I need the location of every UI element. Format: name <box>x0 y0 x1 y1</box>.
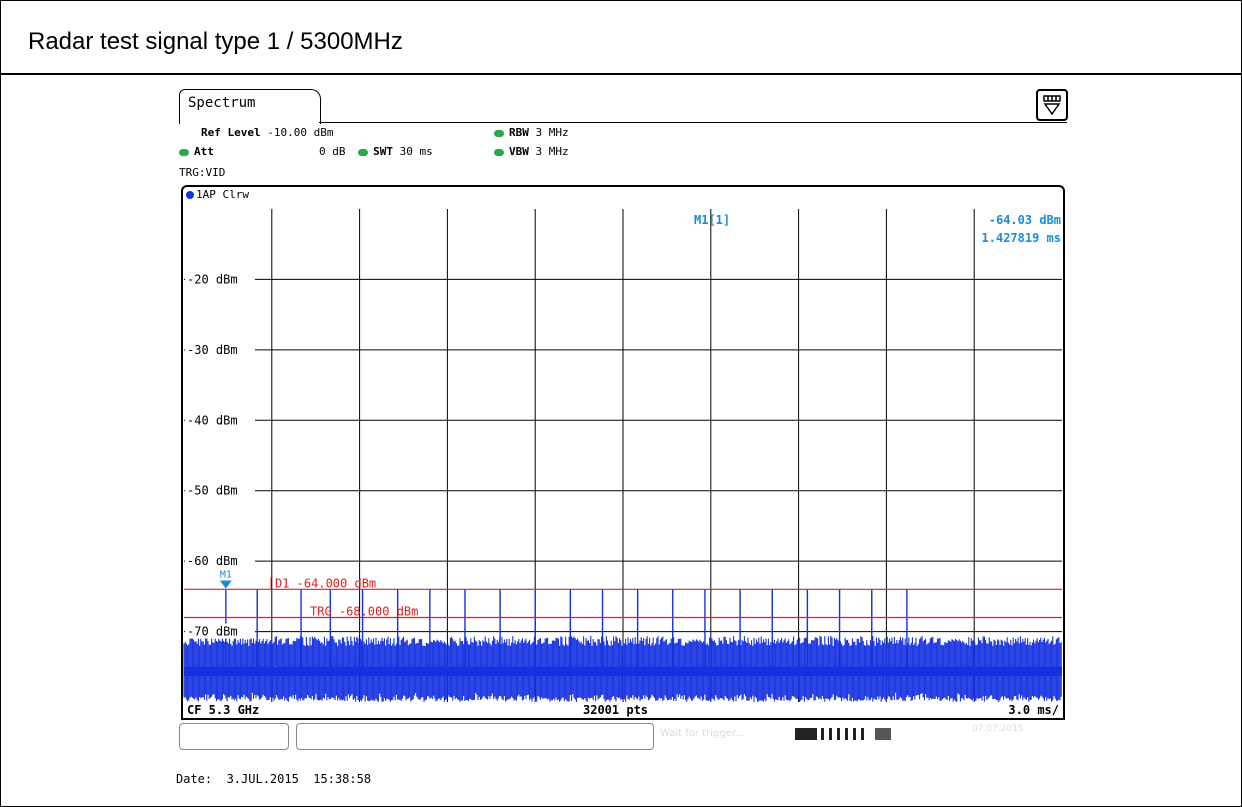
vbw-row: VBW 3 MHz <box>494 145 569 158</box>
menu-dropdown-button[interactable] <box>1036 89 1068 121</box>
status-date: 07.07.2015 <box>972 724 1024 734</box>
menu-dropdown-icon <box>1043 95 1061 116</box>
rbw-row: RBW 3 MHz <box>494 126 569 139</box>
plot-frame <box>181 185 1065 720</box>
swt-indicator-icon <box>358 148 369 156</box>
swt-label: SWT <box>373 145 393 158</box>
swt-value: 30 ms <box>399 145 433 158</box>
rbw-label: RBW <box>509 126 529 139</box>
ref-level-row: Ref Level -10.00 dBm <box>201 126 333 139</box>
sweep-points: 32001 pts <box>583 703 649 717</box>
tab-divider <box>319 122 1067 123</box>
status-field-message <box>296 723 654 750</box>
rbw-value: 3 MHz <box>535 126 569 139</box>
trace-indicator-icon <box>186 191 194 199</box>
status-field-left <box>179 723 289 750</box>
att-indicator-icon <box>179 148 189 156</box>
plot-footer: CF 5.3 GHz 32001 pts 3.0 ms/ <box>181 702 1065 720</box>
status-message: Wait for trigger... <box>660 728 745 739</box>
center-frequency: CF 5.3 GHz <box>187 703 260 717</box>
trace-label: 1AP Clrw <box>186 188 249 201</box>
trace-label-text: 1AP Clrw <box>196 188 249 201</box>
vbw-value: 3 MHz <box>535 145 569 158</box>
tab-spectrum-label: Spectrum <box>188 95 256 111</box>
vbw-indicator-icon <box>494 148 504 156</box>
trigger-setting: TRG:VID <box>179 166 226 179</box>
sweep-progress-icon <box>795 728 915 740</box>
att-row: Att <box>179 145 214 158</box>
capture-date: Date: 3.JUL.2015 15:38:58 <box>176 772 372 786</box>
report-title-row: Radar test signal type 1 / 5300MHz <box>1 1 1241 75</box>
att-value: 0 dB <box>319 145 346 158</box>
ref-level-label: Ref Level <box>201 126 261 139</box>
att-swt-row: 0 dB SWT 30 ms <box>319 145 433 158</box>
att-label: Att <box>194 145 214 158</box>
report-title: Radar test signal type 1 / 5300MHz <box>28 28 403 55</box>
tab-spectrum[interactable]: Spectrum <box>179 89 321 124</box>
rbw-indicator-icon <box>494 129 504 137</box>
time-per-division: 3.0 ms/ <box>1008 703 1059 717</box>
vbw-label: VBW <box>509 145 529 158</box>
ref-level-value: -10.00 dBm <box>267 126 334 139</box>
